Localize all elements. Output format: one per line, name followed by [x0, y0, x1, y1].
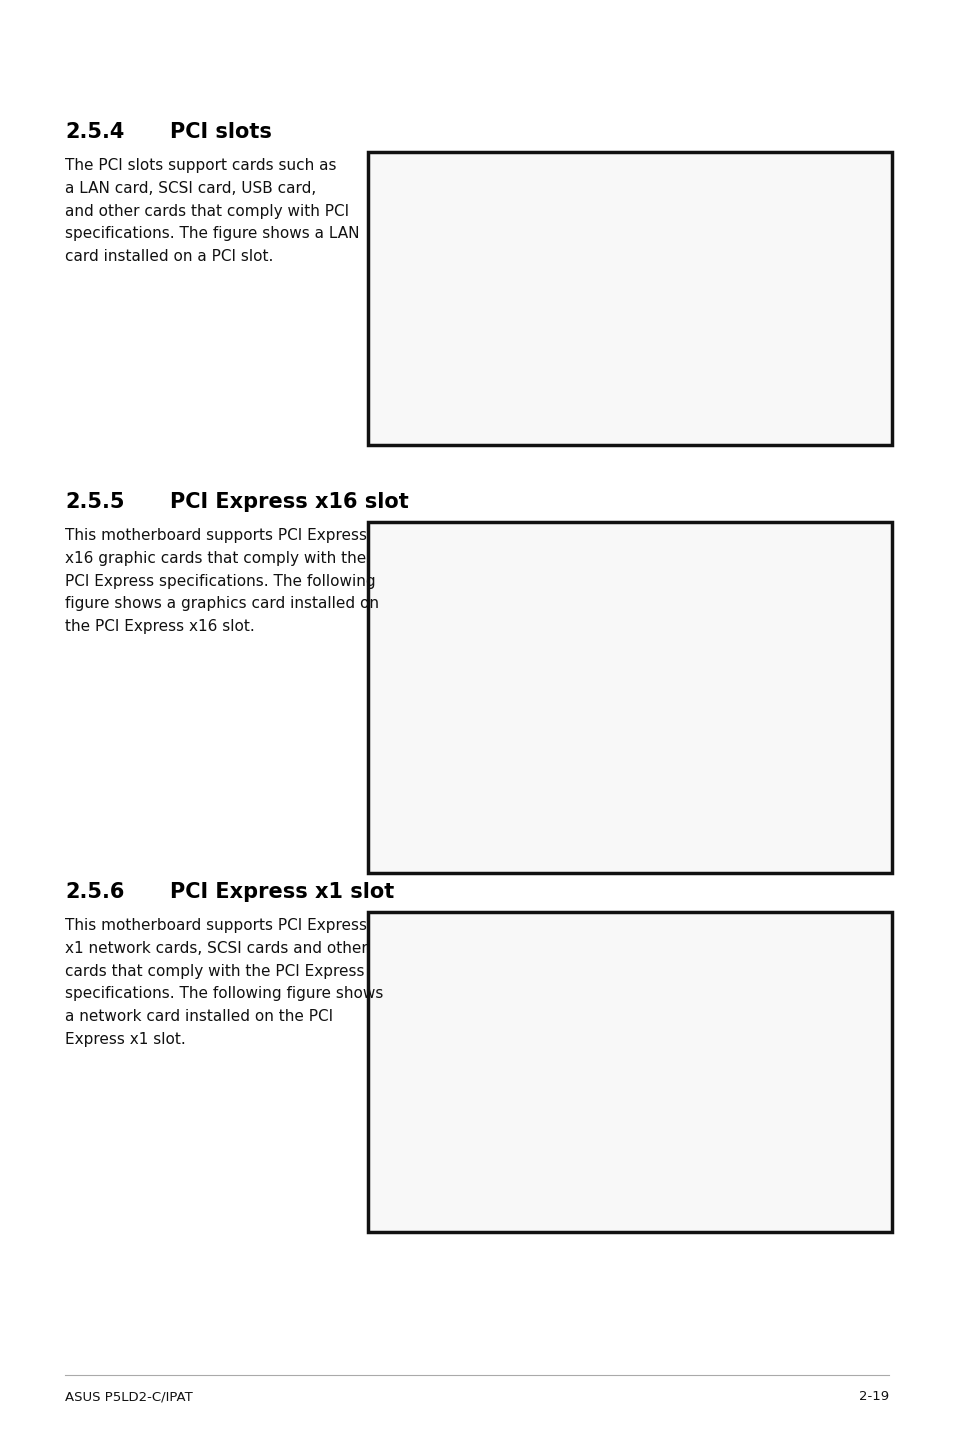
Text: ASUS P5LD2-C/IPAT: ASUS P5LD2-C/IPAT	[65, 1391, 193, 1403]
Text: PCI Express x16 slot: PCI Express x16 slot	[170, 492, 408, 512]
Bar	[368, 522, 891, 873]
Bar	[368, 912, 891, 1232]
Text: 2.5.4: 2.5.4	[65, 122, 124, 142]
Text: PCI Express x1 slot: PCI Express x1 slot	[170, 881, 394, 902]
Text: 2-19: 2-19	[858, 1391, 888, 1403]
Text: The PCI slots support cards such as
a LAN card, SCSI card, USB card,
and other c: The PCI slots support cards such as a LA…	[65, 158, 359, 265]
Text: PCI slots: PCI slots	[170, 122, 272, 142]
Text: 2.5.6: 2.5.6	[65, 881, 124, 902]
Bar	[368, 522, 891, 873]
Text: This motherboard supports PCI Express
x1 network cards, SCSI cards and other
car: This motherboard supports PCI Express x1…	[65, 917, 383, 1047]
Bar	[368, 912, 891, 1232]
Bar	[368, 152, 891, 444]
Text: This motherboard supports PCI Express
x16 graphic cards that comply with the
PCI: This motherboard supports PCI Express x1…	[65, 528, 378, 634]
Bar	[368, 152, 891, 444]
Text: 2.5.5: 2.5.5	[65, 492, 125, 512]
